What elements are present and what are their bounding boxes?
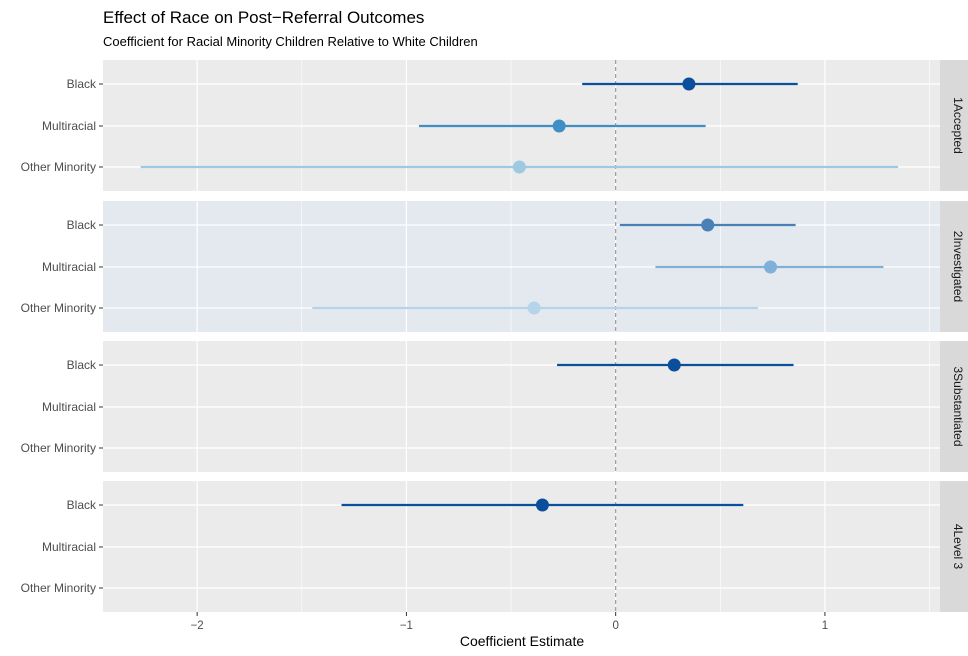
category-label: Black [67,358,97,372]
facet-panel: Black Multiracial Other Minority 2Investiga… [21,201,968,332]
category-label: Multiracial [42,260,96,274]
facet-strip [940,60,968,191]
point-estimate [512,160,526,174]
chart-title: Effect of Race on Post−Referral Outcomes [103,8,424,27]
facet-panel: Black Multiracial Other Minority 1Accepted [21,60,968,191]
category-label: Multiracial [42,400,96,414]
x-tick-label: −1 [400,620,413,632]
point-estimate [701,218,715,232]
facet-strip [940,201,968,332]
category-label: Black [67,498,97,512]
x-axis: −2 −1 0 1 [191,612,828,632]
facet-strip-label: 2Investigated [951,231,965,302]
point-estimate [535,498,549,512]
facet-strip-label: 4Level 3 [951,524,965,570]
category-label: Black [67,218,97,232]
category-label: Multiracial [42,540,96,554]
point-estimate [527,301,541,315]
point-estimate [764,260,778,274]
facet-strip-label: 3Substantiated [951,366,965,446]
category-label: Other Minority [21,441,96,455]
category-label: Multiracial [42,119,96,133]
category-label: Other Minority [21,301,96,315]
point-estimate [667,358,681,372]
category-label: Black [67,77,97,91]
x-axis-title: Coefficient Estimate [460,633,584,649]
x-tick-label: −2 [191,620,204,632]
facet-panel: Black Multiracial Other Minority 3Substanti… [21,341,968,472]
facet-strip [940,341,968,472]
category-label: Other Minority [21,160,96,174]
facet-strip-label: 1Accepted [951,97,965,154]
facet-strip [940,481,968,612]
point-estimate [682,77,696,91]
chart-subtitle: Coefficient for Racial Minority Children… [103,34,478,49]
x-tick-label: 1 [822,620,828,632]
facet-panel: Black Multiracial Other Minority 4Level 3 [21,481,968,612]
point-estimate [552,119,566,133]
category-label: Other Minority [21,581,96,595]
x-tick-label: 0 [612,620,618,632]
